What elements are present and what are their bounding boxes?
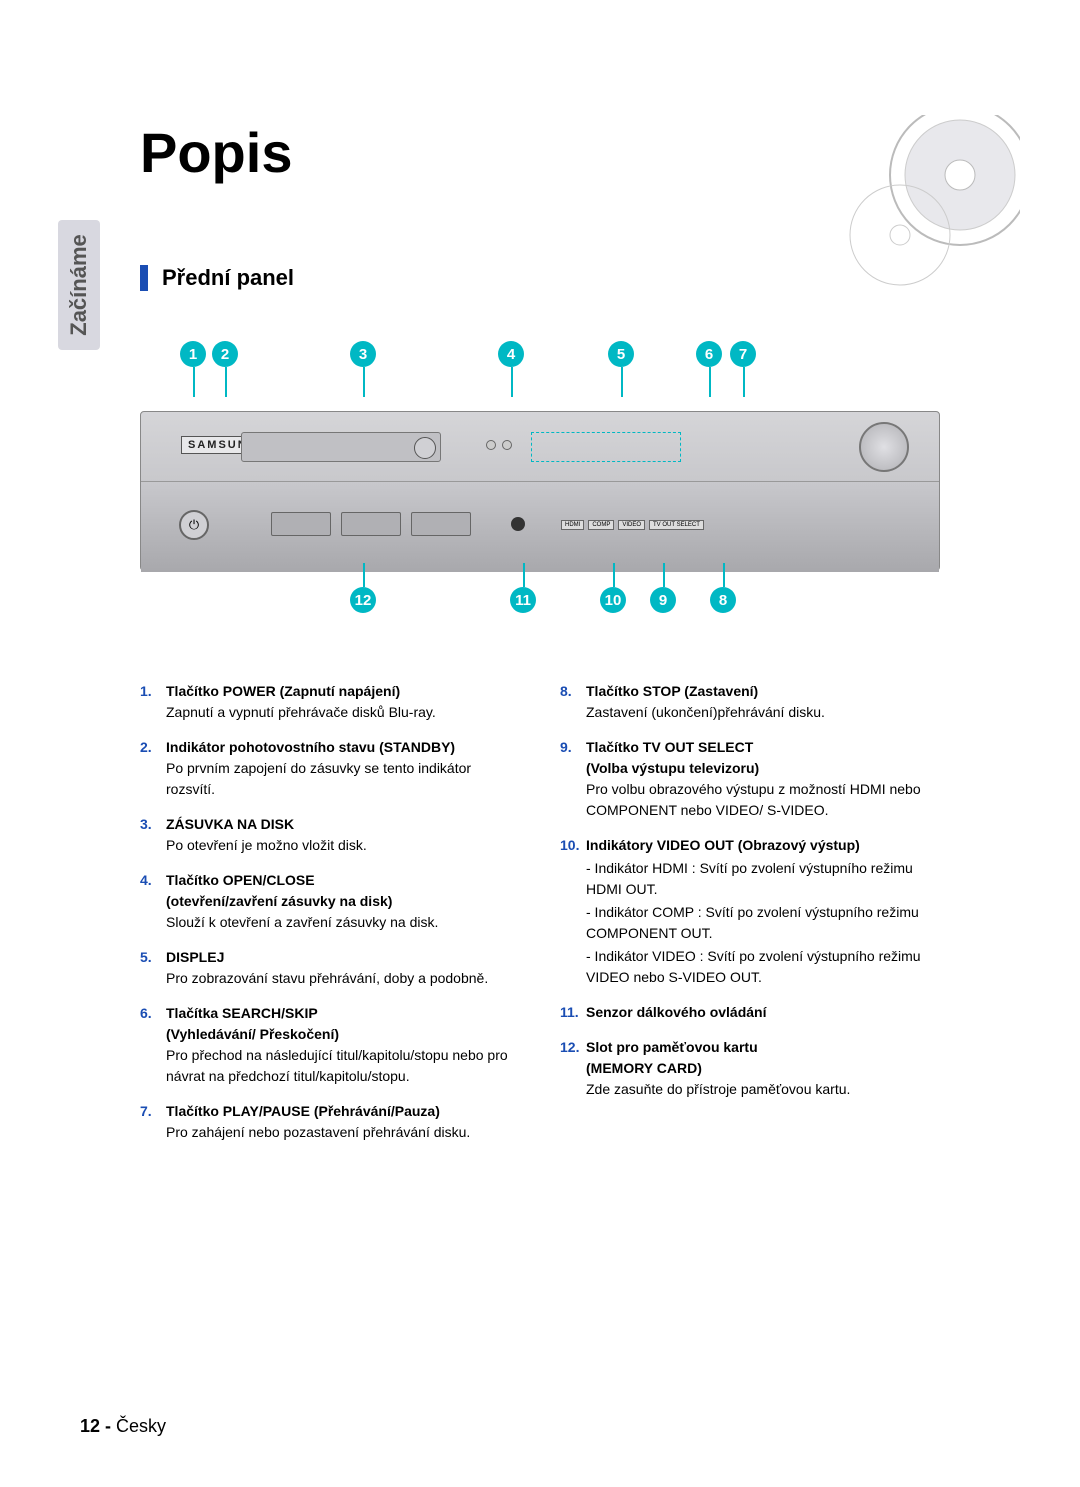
video-out-labels: HDMICOMPVIDEOTV OUT SELECT — [561, 520, 704, 530]
item-description: Zastavení (ukončení)přehrávání disku. — [586, 704, 825, 720]
callout-8: 8 — [710, 587, 736, 613]
item-description: Pro zahájení nebo pozastavení přehrávání… — [166, 1124, 470, 1140]
callout-5: 5 — [608, 341, 634, 367]
item-title: Tlačítko STOP (Zastavení) — [586, 683, 758, 699]
side-tab-label: Začínáme — [66, 234, 92, 336]
item-number: 8. — [560, 681, 586, 723]
display-area — [531, 432, 681, 462]
list-item: 1.Tlačítko POWER (Zapnutí napájení) Zapnu… — [140, 681, 520, 723]
item-number: 5. — [140, 947, 166, 989]
section-bar — [140, 265, 148, 291]
remote-sensor — [511, 517, 525, 531]
callout-3: 3 — [350, 341, 376, 367]
item-description: Zde zasuňte do přístroje paměťovou kartu… — [586, 1081, 850, 1097]
callout-11: 11 — [510, 587, 536, 613]
item-number: 1. — [140, 681, 166, 723]
item-description: Slouží k otevření a zavření zásuvky na d… — [166, 914, 438, 930]
item-number: 7. — [140, 1101, 166, 1143]
item-description: Po prvním zapojení do zásuvky se tento i… — [166, 760, 471, 797]
item-title: ZÁSUVKA NA DISK — [166, 816, 294, 832]
item-title: Tlačítko TV OUT SELECT — [586, 739, 753, 755]
callout-10: 10 — [600, 587, 626, 613]
item-subtitle: (otevření/zavření zásuvky na disk) — [166, 893, 392, 909]
open-close-buttons — [486, 440, 512, 450]
item-sub-description: - Indikátor VIDEO : Svítí po zvolení výs… — [586, 946, 940, 988]
item-number: 12. — [560, 1037, 586, 1100]
callout-6: 6 — [696, 341, 722, 367]
callout-1: 1 — [180, 341, 206, 367]
item-subtitle: (Volba výstupu televizoru) — [586, 760, 759, 776]
item-number: 11. — [560, 1002, 586, 1023]
list-item: 8.Tlačítko STOP (Zastavení) Zastavení (uk… — [560, 681, 940, 723]
item-number: 6. — [140, 1003, 166, 1087]
item-number: 4. — [140, 870, 166, 933]
device-diagram: 1234567 SAMSUNG ⏻ — [140, 341, 940, 621]
left-column: 1.Tlačítko POWER (Zapnutí napájení) Zapnu… — [140, 681, 520, 1157]
list-item: 11.Senzor dálkového ovládání — [560, 1002, 940, 1023]
item-title: Slot pro paměťovou kartu — [586, 1039, 758, 1055]
right-column: 8.Tlačítko STOP (Zastavení) Zastavení (uk… — [560, 681, 940, 1157]
item-subtitle: (Vyhledávání/ Přeskočení) — [166, 1026, 339, 1042]
item-title: Tlačítka SEARCH/SKIP — [166, 1005, 318, 1021]
item-sub-description: - Indikátor COMP : Svítí po zvolení výst… — [586, 902, 940, 944]
item-title: DISPLEJ — [166, 949, 224, 965]
callout-12: 12 — [350, 587, 376, 613]
item-description: Po otevření je možno vložit disk. — [166, 837, 367, 853]
page-number: 12 - — [80, 1416, 111, 1436]
callout-9: 9 — [650, 587, 676, 613]
item-description: Pro přechod na následující titul/kapitol… — [166, 1047, 508, 1084]
item-number: 2. — [140, 737, 166, 800]
device-illustration: SAMSUNG ⏻ HDMICOMPVIDEO — [140, 411, 940, 571]
power-button-icon: ⏻ — [179, 510, 209, 540]
item-description: Pro volbu obrazového výstupu z možností … — [586, 781, 921, 818]
bluray-logo-icon — [414, 437, 436, 459]
item-number: 10. — [560, 835, 586, 988]
list-item: 9.Tlačítko TV OUT SELECT (Volba výstupu t… — [560, 737, 940, 821]
disc-slot — [241, 432, 441, 462]
list-item: 3.ZÁSUVKA NA DISK Po otevření je možno vl… — [140, 814, 520, 856]
item-title: Tlačítko OPEN/CLOSE — [166, 872, 315, 888]
item-title: Tlačítko PLAY/PAUSE (Přehrávání/Pauza) — [166, 1103, 440, 1119]
side-tab: Začínáme — [58, 220, 100, 350]
disc-decoration — [840, 115, 1020, 295]
item-title: Indikátory VIDEO OUT (Obrazový výstup) — [586, 837, 860, 853]
section-title: Přední panel — [162, 265, 294, 291]
item-title: Senzor dálkového ovládání — [586, 1004, 767, 1020]
list-item: 12.Slot pro paměťovou kartu (MEMORY CARD)… — [560, 1037, 940, 1100]
page-language: Česky — [111, 1416, 166, 1436]
item-subtitle: (MEMORY CARD) — [586, 1060, 702, 1076]
callout-4: 4 — [498, 341, 524, 367]
item-description: Pro zobrazování stavu přehrávání, doby a… — [166, 970, 488, 986]
callout-2: 2 — [212, 341, 238, 367]
item-title: Tlačítko POWER (Zapnutí napájení) — [166, 683, 400, 699]
jog-wheel — [859, 422, 909, 472]
list-item: 5.DISPLEJ Pro zobrazování stavu přehráván… — [140, 947, 520, 989]
description-columns: 1.Tlačítko POWER (Zapnutí napájení) Zapnu… — [140, 681, 940, 1157]
list-item: 2.Indikátor pohotovostního stavu (STANDB… — [140, 737, 520, 800]
page-footer: 12 - Česky — [80, 1416, 166, 1437]
item-number: 9. — [560, 737, 586, 821]
list-item: 7.Tlačítko PLAY/PAUSE (Přehrávání/Pauza)… — [140, 1101, 520, 1143]
item-sub-description: - Indikátor HDMI : Svítí po zvolení výst… — [586, 858, 940, 900]
list-item: 10.Indikátory VIDEO OUT (Obrazový výstup… — [560, 835, 940, 988]
list-item: 4.Tlačítko OPEN/CLOSE (otevření/zavření z… — [140, 870, 520, 933]
item-number: 3. — [140, 814, 166, 856]
memory-card-slots — [271, 512, 471, 536]
callout-7: 7 — [730, 341, 756, 367]
item-title: Indikátor pohotovostního stavu (STANDBY) — [166, 739, 455, 755]
list-item: 6.Tlačítka SEARCH/SKIP (Vyhledávání/ Přes… — [140, 1003, 520, 1087]
item-description: Zapnutí a vypnutí přehrávače disků Blu-r… — [166, 704, 436, 720]
